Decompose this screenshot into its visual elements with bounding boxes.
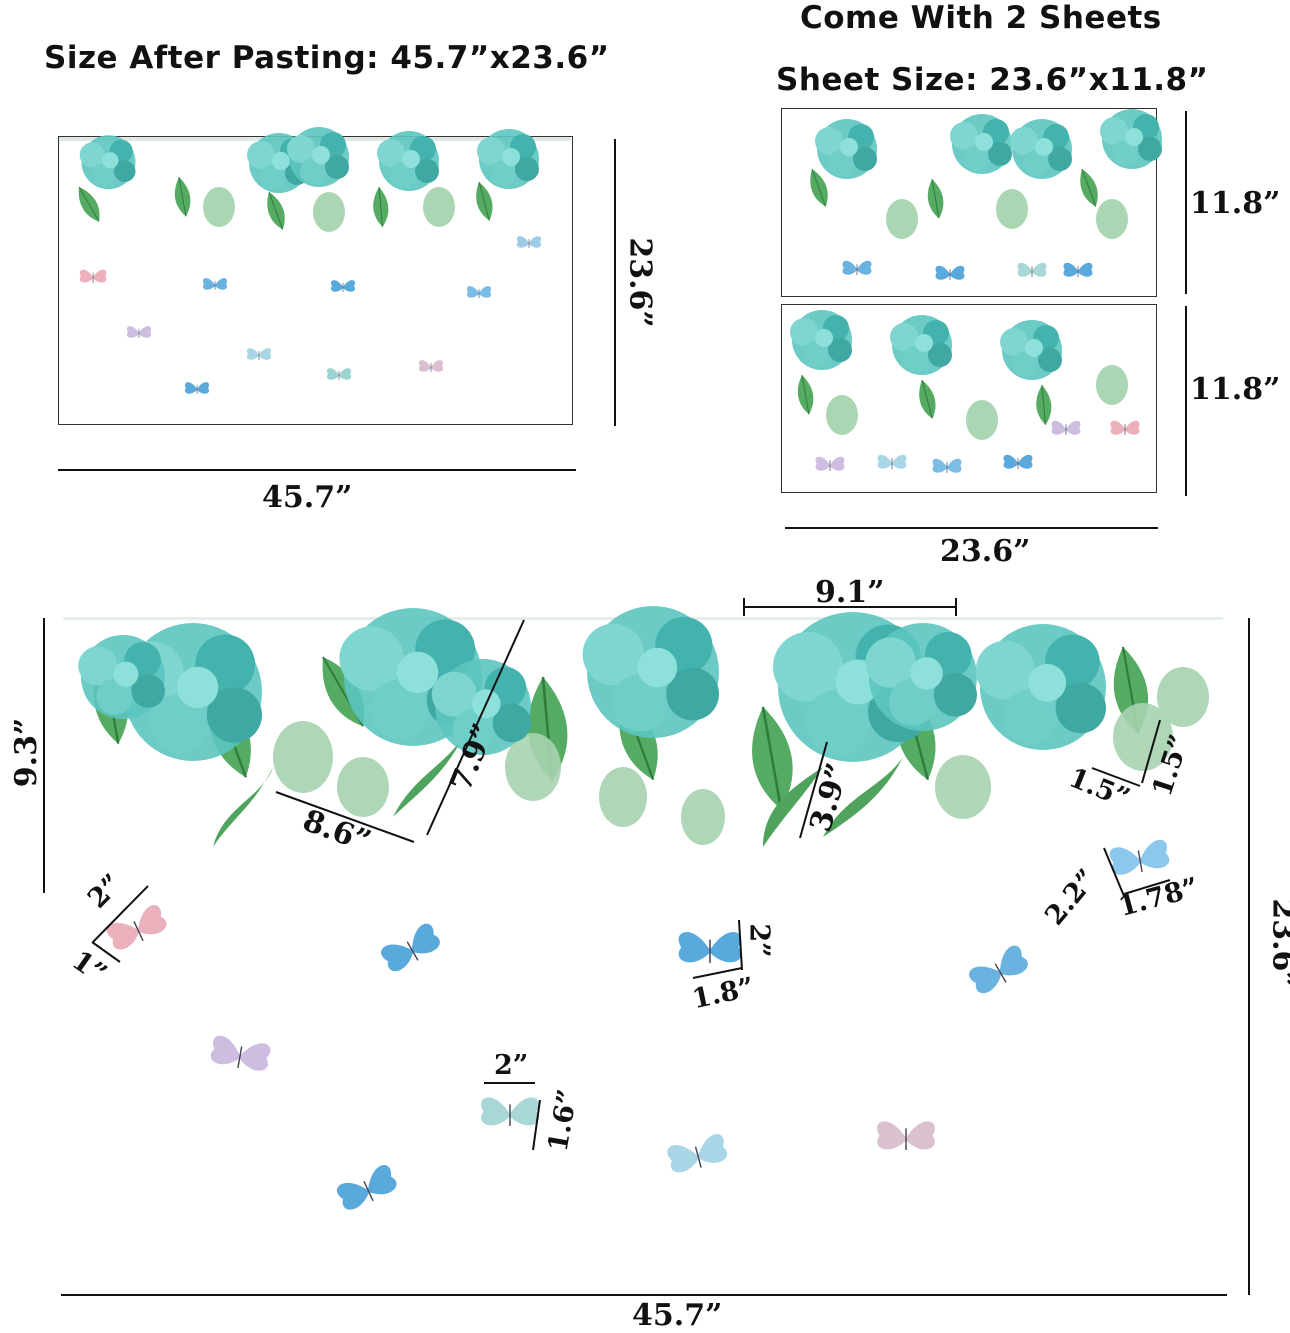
sheet-size-heading: Sheet Size: 23.6”x11.8” bbox=[776, 62, 1209, 98]
flower-width-label: 9.1” bbox=[815, 575, 885, 610]
overview-width-line bbox=[58, 469, 576, 471]
sheet-one-height-line bbox=[1185, 111, 1187, 294]
detail-width-label: 45.7” bbox=[632, 1298, 723, 1333]
overview-width-label: 45.7” bbox=[262, 480, 353, 515]
blue-butterfly-height-label: 2” bbox=[743, 923, 775, 958]
overview-height-line bbox=[614, 139, 616, 426]
sheet-width-label: 23.6” bbox=[940, 534, 1031, 569]
sheet-one-preview bbox=[781, 108, 1162, 297]
detail-foliage-illustration bbox=[63, 606, 1223, 847]
sheet-two-height-label: 11.8” bbox=[1190, 372, 1281, 407]
sheet-two-preview bbox=[781, 304, 1157, 493]
overview-foliage-illustration bbox=[59, 127, 571, 233]
sheet-one-height-label: 11.8” bbox=[1190, 186, 1281, 221]
come-with-sheets-heading: Come With 2 Sheets bbox=[800, 0, 1162, 36]
size-after-pasting-heading: Size After Pasting: 45.7”x23.6” bbox=[44, 40, 610, 76]
overview-preview bbox=[58, 127, 573, 425]
detail-height-label: 23.6” bbox=[1265, 898, 1290, 989]
sheet-two-height-line bbox=[1185, 306, 1187, 496]
teal-butterfly-width-label: 2” bbox=[494, 1050, 529, 1081]
foliage-height-label: 9.3” bbox=[9, 717, 45, 788]
sheet-width-line bbox=[785, 527, 1158, 529]
